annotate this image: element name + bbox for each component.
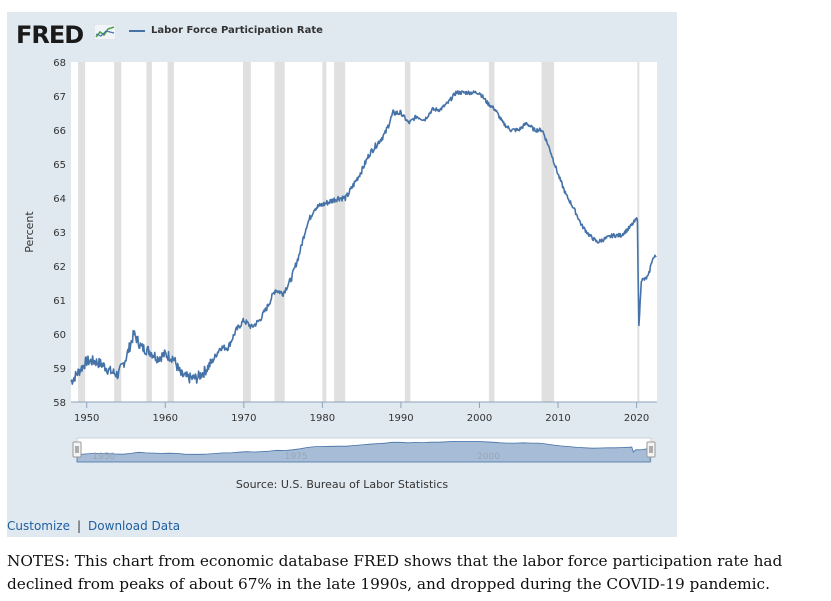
source-note: Source: U.S. Bureau of Labor Statistics [235,478,449,491]
navigator-handle-left[interactable] [72,441,82,458]
recession-band [541,62,555,402]
x-tick-label: 2010 [545,413,570,424]
y-tick-label: 61 [53,296,66,307]
line-chart[interactable]: 58 59 60 61 62 63 64 65 66 67 68 1950 1960 1970 1980 19… [7,12,677,472]
y-tick-label: 60 [53,330,66,341]
recession-band [167,62,174,402]
plot-area [71,62,657,402]
x-tick-label: 1990 [388,413,413,424]
download-data-link[interactable]: Download Data [88,519,181,533]
notes-paragraph: NOTES: This chart from economic database… [7,552,783,593]
navigator-tick-label: 1975 [285,452,308,462]
x-tick-label: 1970 [231,413,256,424]
recession-band [404,62,411,402]
chart-panel: FRED Labor Force Participation Rate 58 59… [7,12,677,537]
y-tick-label: 66 [53,126,66,137]
recession-band [322,62,327,402]
y-tick-label: 59 [53,364,66,375]
recession-band [274,62,285,402]
recession-band [114,62,122,402]
customize-link[interactable]: Customize [7,519,70,533]
line-chart-icon [94,24,116,40]
y-axis-title: Percent [23,211,36,253]
legend-series-swatch [129,29,145,32]
x-tick-label: 1980 [310,413,335,424]
y-tick-label: 58 [53,398,66,409]
navigator-tick-label: 1950 [92,452,115,462]
x-tick-label: 1950 [74,413,99,424]
recession-band [146,62,152,402]
chart-legend[interactable]: Labor Force Participation Rate [129,25,323,36]
series-line [70,90,657,385]
x-tick-label: 2020 [624,413,649,424]
legend-series-label: Labor Force Participation Rate [151,25,323,36]
recession-band [243,62,251,402]
recession-band [637,62,640,402]
y-tick-label: 68 [53,58,66,69]
y-tick-label: 63 [53,228,66,239]
y-tick-label: 65 [53,160,66,171]
recession-band [488,62,495,402]
y-tick-label: 62 [53,262,66,273]
navigator-tick-label: 2000 [477,452,500,462]
x-tick-label: 1960 [153,413,178,424]
recession-band [78,62,86,402]
navigator-handle-right[interactable] [646,441,656,458]
y-tick-label: 64 [53,194,66,205]
fred-logo[interactable]: FRED [16,21,84,49]
chart-links: Customize | Download Data [7,519,180,533]
y-tick-label: 67 [53,92,66,103]
navigator-series [76,441,651,463]
link-separator: | [77,519,82,533]
x-tick-label: 2000 [467,413,492,424]
recession-band [334,62,346,402]
